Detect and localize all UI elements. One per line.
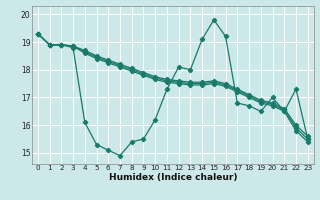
X-axis label: Humidex (Indice chaleur): Humidex (Indice chaleur) xyxy=(108,173,237,182)
